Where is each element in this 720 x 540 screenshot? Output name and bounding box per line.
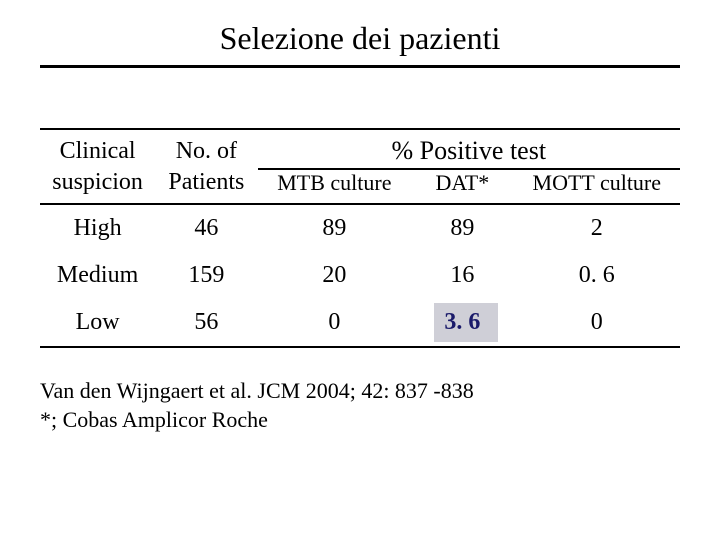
citation-line-2: *; Cobas Amplicor Roche [40,405,680,435]
hdr-clinical-l2: suspicion [40,169,155,204]
header-row-2: suspicion Patients MTB culture DAT* MOTT… [40,169,680,204]
hdr-mott: MOTT culture [514,169,680,204]
cell-patients: 46 [155,204,257,252]
cell-suspicion: High [40,204,155,252]
cell-mtb: 89 [258,204,412,252]
table-row: Medium15920160. 6 [40,252,680,299]
table-body: High4689892Medium15920160. 6Low5603. 60 [40,204,680,347]
cell-mott: 2 [514,204,680,252]
cell-patients: 159 [155,252,257,299]
cell-dat: 16 [411,252,513,299]
data-table: Clinical No. of % Positive test suspicio… [40,128,680,348]
cell-patients: 56 [155,299,257,347]
cell-dat: 3. 6 [411,299,513,347]
cell-mtb: 0 [258,299,412,347]
cell-suspicion: Medium [40,252,155,299]
hdr-positive-test: % Positive test [258,129,680,169]
hdr-patients-l2: Patients [155,169,257,204]
hdr-mtb: MTB culture [258,169,412,204]
cell-mott: 0. 6 [514,252,680,299]
highlight-value: 3. 6 [444,309,480,335]
cell-mtb: 20 [258,252,412,299]
citation-block: Van den Wijngaert et al. JCM 2004; 42: 8… [40,376,680,435]
header-row-1: Clinical No. of % Positive test [40,129,680,169]
cell-mott: 0 [514,299,680,347]
table-row: High4689892 [40,204,680,252]
citation-line-1: Van den Wijngaert et al. JCM 2004; 42: 8… [40,376,680,406]
cell-suspicion: Low [40,299,155,347]
hdr-dat: DAT* [411,169,513,204]
table-row: Low5603. 60 [40,299,680,347]
hdr-patients-l1: No. of [155,129,257,169]
slide-title: Selezione dei pazienti [40,20,680,57]
hdr-clinical-l1: Clinical [40,129,155,169]
title-underline [40,65,680,68]
cell-dat: 89 [411,204,513,252]
